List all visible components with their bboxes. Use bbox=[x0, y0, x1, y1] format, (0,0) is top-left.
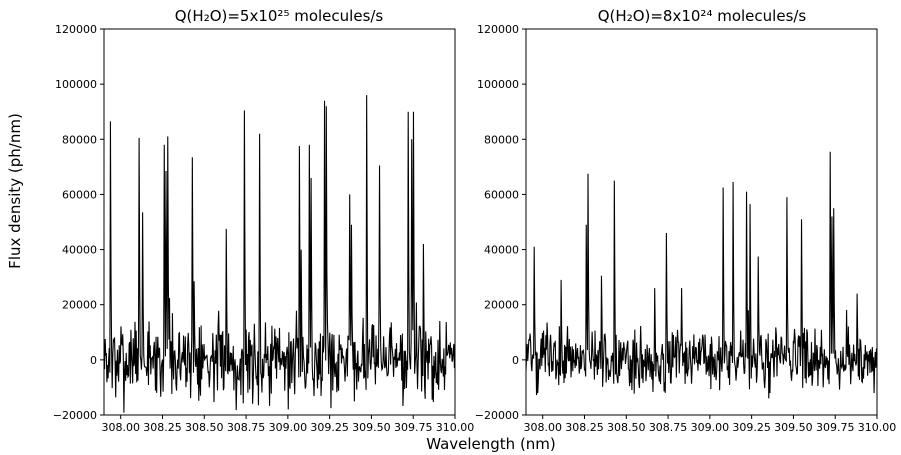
y-tick-label: 60000 bbox=[62, 188, 97, 201]
y-tick-label: 0 bbox=[512, 354, 519, 367]
y-tick-label: 20000 bbox=[62, 299, 97, 312]
figure-y-axis-label: Flux density (ph/nm) bbox=[6, 113, 24, 269]
x-tick-label: 308.50 bbox=[185, 421, 224, 434]
left-panel: Q(H₂O)=5x10²⁵ molecules/s −20000 0 20000 40… bbox=[53, 7, 474, 434]
x-tick-label: 309.50 bbox=[774, 421, 813, 434]
x-tick-label: 308.25 bbox=[143, 421, 182, 434]
x-tick-label: 309.75 bbox=[394, 421, 433, 434]
y-tick-label: 80000 bbox=[484, 133, 519, 146]
left-panel-title: Q(H₂O)=5x10²⁵ molecules/s bbox=[175, 7, 384, 25]
x-tick-label: 308.25 bbox=[565, 421, 604, 434]
x-tick-label: 309.25 bbox=[310, 421, 349, 434]
y-tick-label: 40000 bbox=[484, 244, 519, 257]
x-tick-label: 310.00 bbox=[858, 421, 897, 434]
x-tick-label: 310.00 bbox=[436, 421, 475, 434]
y-tick-label: 100000 bbox=[55, 78, 97, 91]
y-tick-label: 20000 bbox=[484, 299, 519, 312]
right-panel: Q(H₂O)=8x10²⁴ molecules/s −20000 0 20000 40… bbox=[475, 7, 896, 434]
x-tick-label: 308.00 bbox=[101, 421, 140, 434]
y-tick-label: 120000 bbox=[55, 23, 97, 36]
y-tick-label: 100000 bbox=[477, 78, 519, 91]
x-tick-label: 309.75 bbox=[816, 421, 855, 434]
x-tick-label: 308.50 bbox=[607, 421, 646, 434]
x-tick-label: 309.00 bbox=[269, 421, 308, 434]
x-tick-label: 309.00 bbox=[691, 421, 730, 434]
y-tick-label: −20000 bbox=[53, 409, 97, 422]
left-plot-area: −20000 0 20000 40000 60000 80000 100000 120000 3… bbox=[53, 23, 474, 434]
y-tick-label: 40000 bbox=[62, 244, 97, 257]
axes-frame-1 bbox=[525, 28, 878, 416]
right-panel-title: Q(H₂O)=8x10²⁴ molecules/s bbox=[598, 7, 807, 25]
axes-frame-0 bbox=[103, 28, 456, 416]
y-tick-label: 80000 bbox=[62, 133, 97, 146]
x-tick-label: 308.00 bbox=[523, 421, 562, 434]
x-tick-label: 308.75 bbox=[227, 421, 266, 434]
x-tick-label: 308.75 bbox=[649, 421, 688, 434]
spectrum-line-1 bbox=[526, 151, 877, 399]
y-tick-label: −20000 bbox=[475, 409, 519, 422]
x-tick-label: 309.25 bbox=[732, 421, 771, 434]
y-tick-label: 0 bbox=[90, 354, 97, 367]
x-tick-label: 309.50 bbox=[352, 421, 391, 434]
y-tick-label: 60000 bbox=[484, 188, 519, 201]
right-plot-area: −20000 0 20000 40000 60000 80000 100000 120000 3… bbox=[475, 23, 896, 434]
y-tick-label: 120000 bbox=[477, 23, 519, 36]
figure-x-axis-label: Wavelength (nm) bbox=[426, 435, 556, 453]
spectrum-line-0 bbox=[104, 95, 455, 413]
